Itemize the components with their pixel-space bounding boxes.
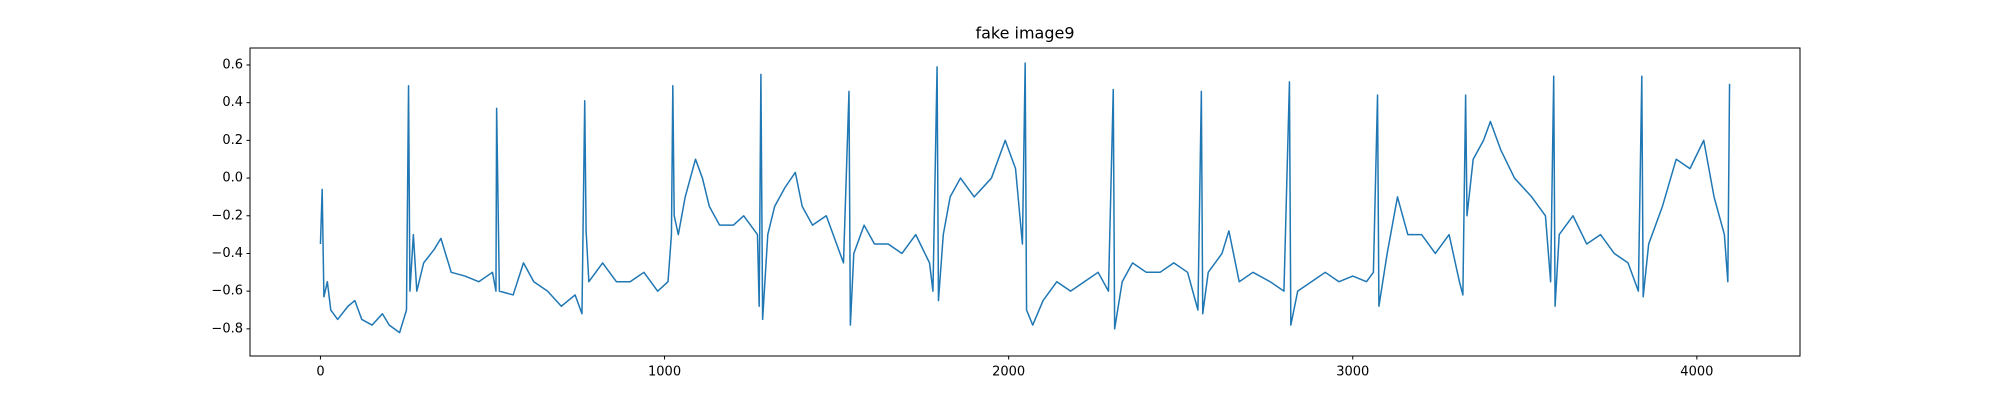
x-tick-label: 1000 bbox=[648, 365, 681, 380]
y-tick-label: −0.4 bbox=[211, 246, 243, 261]
x-tick-label: 2000 bbox=[992, 365, 1025, 380]
x-tick-label: 0 bbox=[316, 365, 324, 380]
chart-title: fake image9 bbox=[975, 24, 1074, 43]
x-tick-label: 3000 bbox=[1336, 365, 1369, 380]
y-tick-label: −0.2 bbox=[211, 208, 243, 223]
x-tick-label: 4000 bbox=[1680, 365, 1713, 380]
y-tick-label: 0.0 bbox=[222, 171, 243, 186]
line-series bbox=[319, 62, 1731, 334]
y-tick-label: −0.8 bbox=[211, 321, 243, 336]
y-tick-label: 0.2 bbox=[222, 133, 243, 148]
y-tick-label: 0.4 bbox=[222, 95, 243, 110]
y-tick-label: 0.6 bbox=[222, 57, 243, 72]
axes-frame bbox=[249, 47, 1801, 357]
y-tick-label: −0.6 bbox=[211, 284, 243, 299]
